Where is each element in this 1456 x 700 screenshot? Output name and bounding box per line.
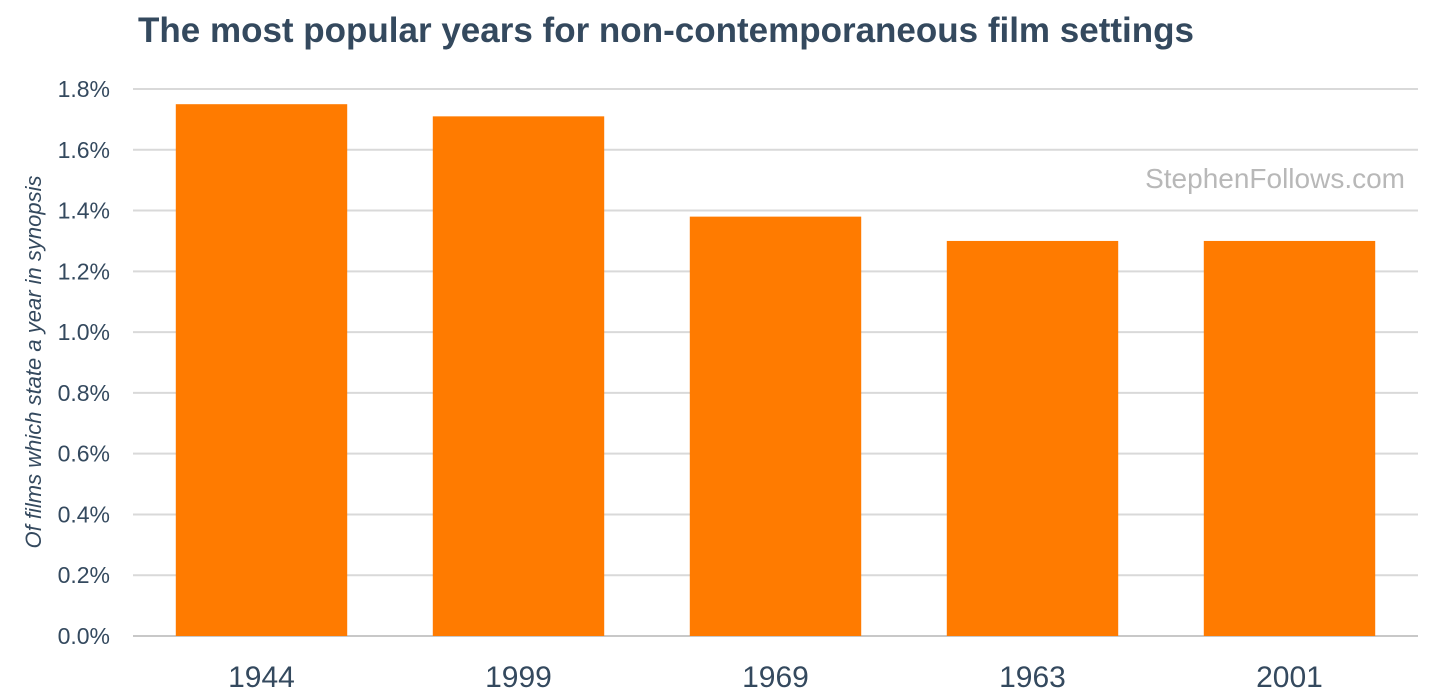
x-tick-label: 2001 <box>1256 661 1323 694</box>
bars <box>175 104 1376 637</box>
x-tick-label: 1999 <box>485 661 552 694</box>
bar-1999 <box>432 116 605 637</box>
y-tick-label: 1.2% <box>58 258 110 284</box>
y-tick-label: 1.6% <box>58 137 110 163</box>
x-tick-label: 1963 <box>999 661 1066 694</box>
y-tick-label: 0.8% <box>58 380 110 406</box>
y-tick-label: 0.4% <box>58 501 110 527</box>
y-tick-label: 0.2% <box>58 562 110 588</box>
y-tick-label: 1.0% <box>58 319 110 345</box>
bar-1944 <box>175 104 348 636</box>
y-axis-label: Of films which state a year in synopsis <box>21 176 46 549</box>
x-tick-label: 1944 <box>228 661 295 694</box>
bar-1969 <box>689 216 862 636</box>
bar-1963 <box>946 240 1119 636</box>
y-tick-label: 1.4% <box>58 198 110 224</box>
y-tick-label: 0.6% <box>58 441 110 467</box>
chart-title: The most popular years for non-contempor… <box>138 11 1194 50</box>
y-tick-label: 0.0% <box>58 623 110 649</box>
watermark: StephenFollows.com <box>1145 163 1405 194</box>
bar-2001 <box>1203 240 1376 636</box>
x-axis-ticks: 1944 1999 1969 1963 2001 <box>228 661 1323 694</box>
y-axis-ticks: 0.0% 0.2% 0.4% 0.6% 0.8% 1.0% 1.2% 1.4% 1.6% 1.8% <box>58 76 110 649</box>
x-tick-label: 1969 <box>742 661 809 694</box>
y-tick-label: 1.8% <box>58 76 110 102</box>
